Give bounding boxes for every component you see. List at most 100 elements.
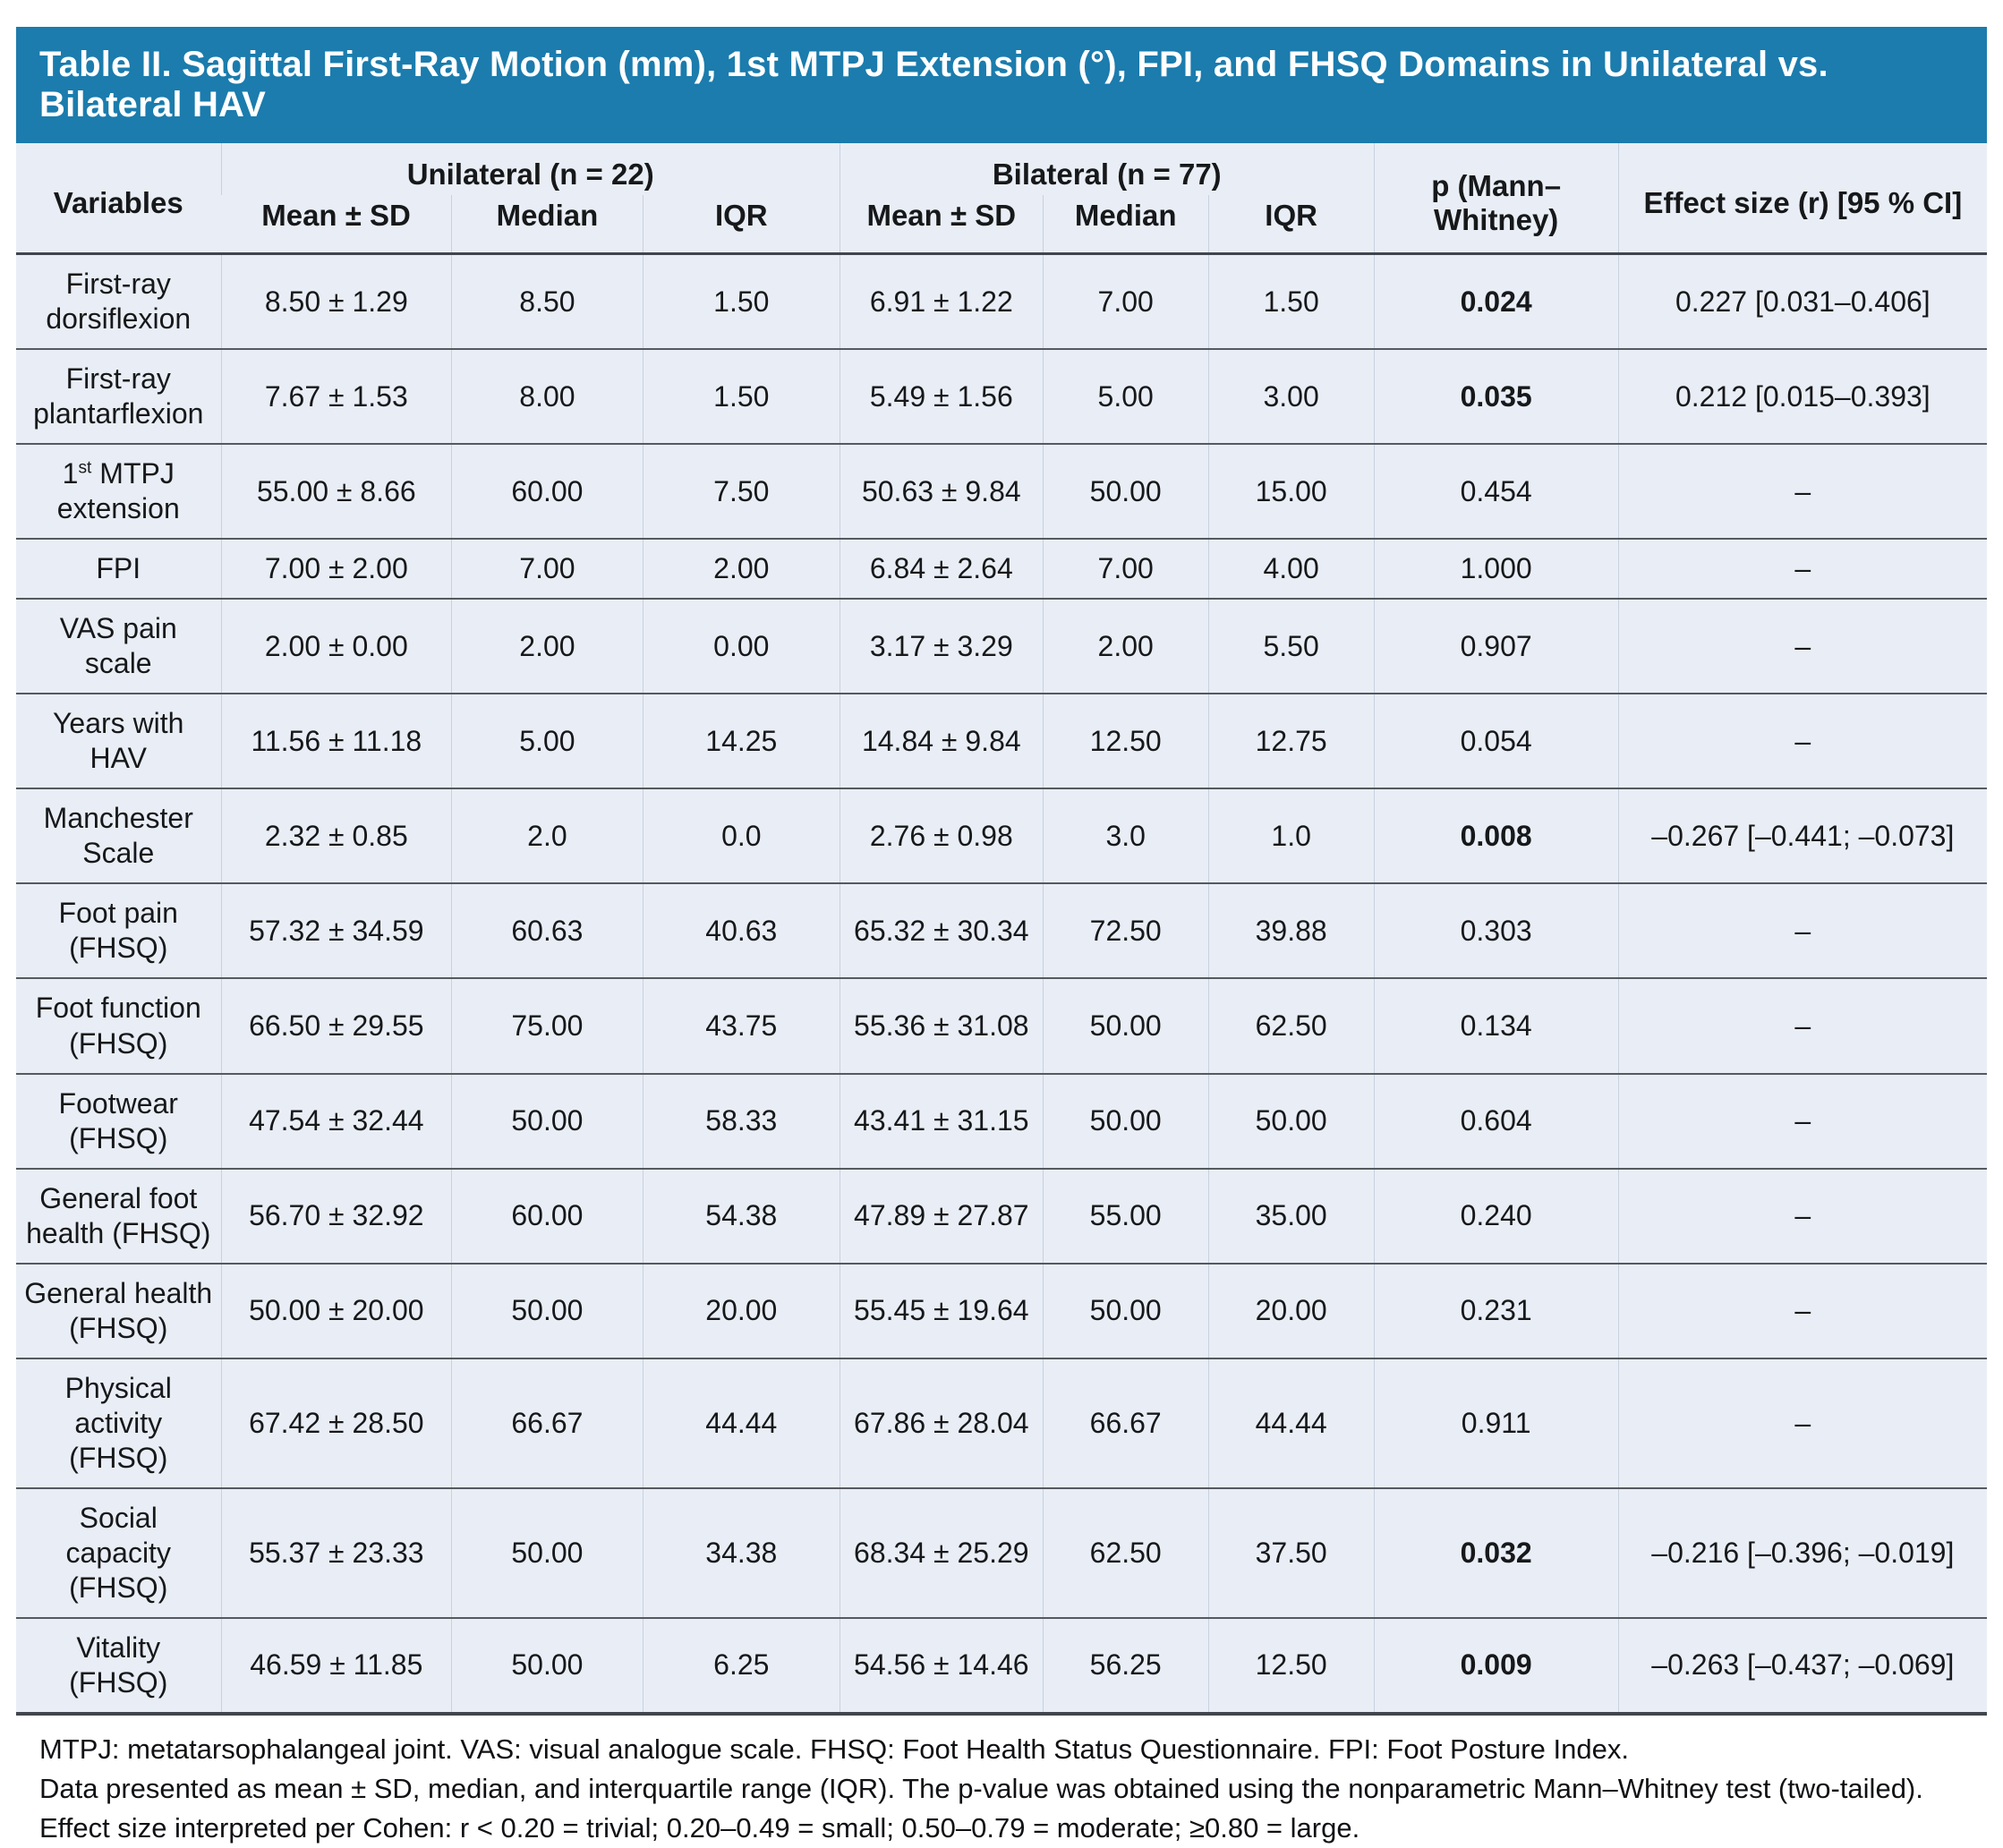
value-cell: 60.63 [451, 882, 644, 979]
table-container: Table II. Sagittal First-Ray Motion (mm)… [16, 27, 1987, 1848]
effect-size-cell: –0.216 [–0.396; –0.019] [1617, 1486, 1987, 1618]
header-effect-size: Effect size (r) [95 % CI] [1617, 143, 1987, 254]
p-value-cell: 0.032 [1373, 1486, 1619, 1618]
value-cell: 58.33 [642, 1072, 840, 1169]
header-bil-mean-sd: Mean ± SD [839, 195, 1044, 254]
value-cell: 7.67 ± 1.53 [220, 348, 452, 445]
p-value-cell: 0.907 [1373, 598, 1619, 694]
table-row: Years with HAV 11.56 ± 11.18 5.00 14.25 14.8… [16, 693, 1987, 789]
value-cell: 8.50 [451, 252, 644, 350]
effect-size-cell: –0.263 [–0.437; –0.069] [1617, 1616, 1987, 1714]
value-cell: 66.67 [451, 1357, 644, 1488]
value-cell: 20.00 [1207, 1262, 1375, 1358]
value-cell: 35.00 [1207, 1167, 1375, 1264]
footnote-methods: Data presented as mean ± SD, median, and… [39, 1772, 1923, 1844]
value-cell: 68.34 ± 25.29 [839, 1486, 1044, 1618]
value-cell: 2.76 ± 0.98 [839, 788, 1044, 884]
variable-cell: Footwear (FHSQ) [16, 1072, 221, 1169]
table-row: VAS pain scale 2.00 ± 0.00 2.00 0.00 3.17 ± … [16, 598, 1987, 694]
table-title: Table II. Sagittal First-Ray Motion (mm)… [16, 27, 1987, 143]
p-value-cell: 0.054 [1373, 693, 1619, 789]
effect-size-cell: – [1617, 1072, 1987, 1169]
value-cell: 50.00 [1042, 1072, 1209, 1169]
variable-cell: FPI [16, 538, 221, 600]
value-cell: 12.75 [1207, 693, 1375, 789]
table-row: General health (FHSQ) 50.00 ± 20.00 50.00 2… [16, 1262, 1987, 1358]
value-cell: 2.32 ± 0.85 [220, 788, 452, 884]
value-cell: 60.00 [451, 443, 644, 540]
header-uni-median: Median [451, 195, 644, 254]
value-cell: 50.00 [451, 1262, 644, 1358]
variable-cell: First-ray plantarflexion [16, 348, 221, 445]
value-cell: 55.37 ± 23.33 [220, 1486, 452, 1618]
value-cell: 44.44 [642, 1357, 840, 1488]
value-cell: 54.38 [642, 1167, 840, 1264]
statistics-table: Variables Unilateral (n = 22) Bilateral … [16, 143, 1987, 1716]
p-value-cell: 0.911 [1373, 1357, 1619, 1488]
value-cell: 50.00 ± 20.00 [220, 1262, 452, 1358]
value-cell: 57.32 ± 34.59 [220, 882, 452, 979]
p-value-cell: 1.000 [1373, 538, 1619, 600]
value-cell: 6.25 [642, 1616, 840, 1714]
header-bil-median: Median [1042, 195, 1209, 254]
value-cell: 15.00 [1207, 443, 1375, 540]
value-cell: 67.42 ± 28.50 [220, 1357, 452, 1488]
table-row: Social capacity (FHSQ) 55.37 ± 23.33 50.00… [16, 1486, 1987, 1618]
value-cell: 8.00 [451, 348, 644, 445]
effect-size-cell: – [1617, 598, 1987, 694]
value-cell: 65.32 ± 30.34 [839, 882, 1044, 979]
p-value-cell: 0.008 [1373, 788, 1619, 884]
header-uni-mean-sd: Mean ± SD [261, 199, 411, 232]
value-cell: 3.0 [1042, 788, 1209, 884]
p-value-cell: 0.240 [1373, 1167, 1619, 1264]
value-cell: 67.86 ± 28.04 [839, 1357, 1044, 1488]
header-uni-iqr: IQR [642, 195, 840, 254]
effect-size-cell: – [1617, 1262, 1987, 1358]
value-cell: 0.0 [642, 788, 840, 884]
effect-size-cell: 0.227 [0.031–0.406] [1617, 252, 1987, 350]
header-sub-row: Mean ± SD Median IQR Mean ± SD Median IQ… [16, 195, 1987, 254]
value-cell: 7.00 [1042, 252, 1209, 350]
effect-size-cell: – [1617, 1167, 1987, 1264]
variable-cell: Vitality (FHSQ) [16, 1616, 221, 1714]
value-cell: 12.50 [1207, 1616, 1375, 1714]
value-cell: 55.00 [1042, 1167, 1209, 1264]
value-cell: 55.36 ± 31.08 [839, 977, 1044, 1074]
table-footnotes: MTPJ: metatarsophalangeal joint. VAS: vi… [39, 1730, 1964, 1848]
header-variables: Variables [53, 186, 183, 219]
variable-cell: General health (FHSQ) [16, 1262, 221, 1358]
value-cell: 50.00 [451, 1072, 644, 1169]
value-cell: 62.50 [1207, 977, 1375, 1074]
table-row: Footwear (FHSQ) 47.54 ± 32.44 50.00 58.33 43… [16, 1072, 1987, 1169]
value-cell: 7.00 ± 2.00 [220, 538, 452, 600]
value-cell: 66.67 [1042, 1357, 1209, 1488]
variable-cell: VAS pain scale [16, 598, 221, 694]
p-value-cell: 0.231 [1373, 1262, 1619, 1358]
variable-cell: Foot function (FHSQ) [16, 977, 221, 1074]
header-bil-iqr: IQR [1207, 195, 1375, 254]
value-cell: 55.00 ± 8.66 [220, 443, 452, 540]
variable-cell: Years with HAV [16, 693, 221, 789]
value-cell: 50.00 [1207, 1072, 1375, 1169]
table-row: Physical activity (FHSQ) 67.42 ± 28.50 66.… [16, 1357, 1987, 1488]
value-cell: 3.17 ± 3.29 [839, 598, 1044, 694]
value-cell: 20.00 [642, 1262, 840, 1358]
value-cell: 6.84 ± 2.64 [839, 538, 1044, 600]
p-value-cell: 0.454 [1373, 443, 1619, 540]
value-cell: 50.00 [451, 1486, 644, 1618]
value-cell: 50.00 [1042, 443, 1209, 540]
value-cell: 44.44 [1207, 1357, 1375, 1488]
effect-size-cell: – [1617, 693, 1987, 789]
value-cell: 56.70 ± 32.92 [220, 1167, 452, 1264]
value-cell: 50.00 [1042, 1262, 1209, 1358]
value-cell: 47.89 ± 27.87 [839, 1167, 1044, 1264]
value-cell: 1.50 [642, 348, 840, 445]
value-cell: 12.50 [1042, 693, 1209, 789]
value-cell: 14.84 ± 9.84 [839, 693, 1044, 789]
value-cell: 55.45 ± 19.64 [839, 1262, 1044, 1358]
variable-cell: General foot health (FHSQ) [16, 1167, 221, 1264]
value-cell: 7.00 [451, 538, 644, 600]
table-body: First-ray dorsiflexion 8.50 ± 1.29 8.50 1.5… [16, 252, 1987, 1714]
table-row: Foot function (FHSQ) 66.50 ± 29.55 75.00 43… [16, 977, 1987, 1074]
value-cell: 2.00 [1042, 598, 1209, 694]
